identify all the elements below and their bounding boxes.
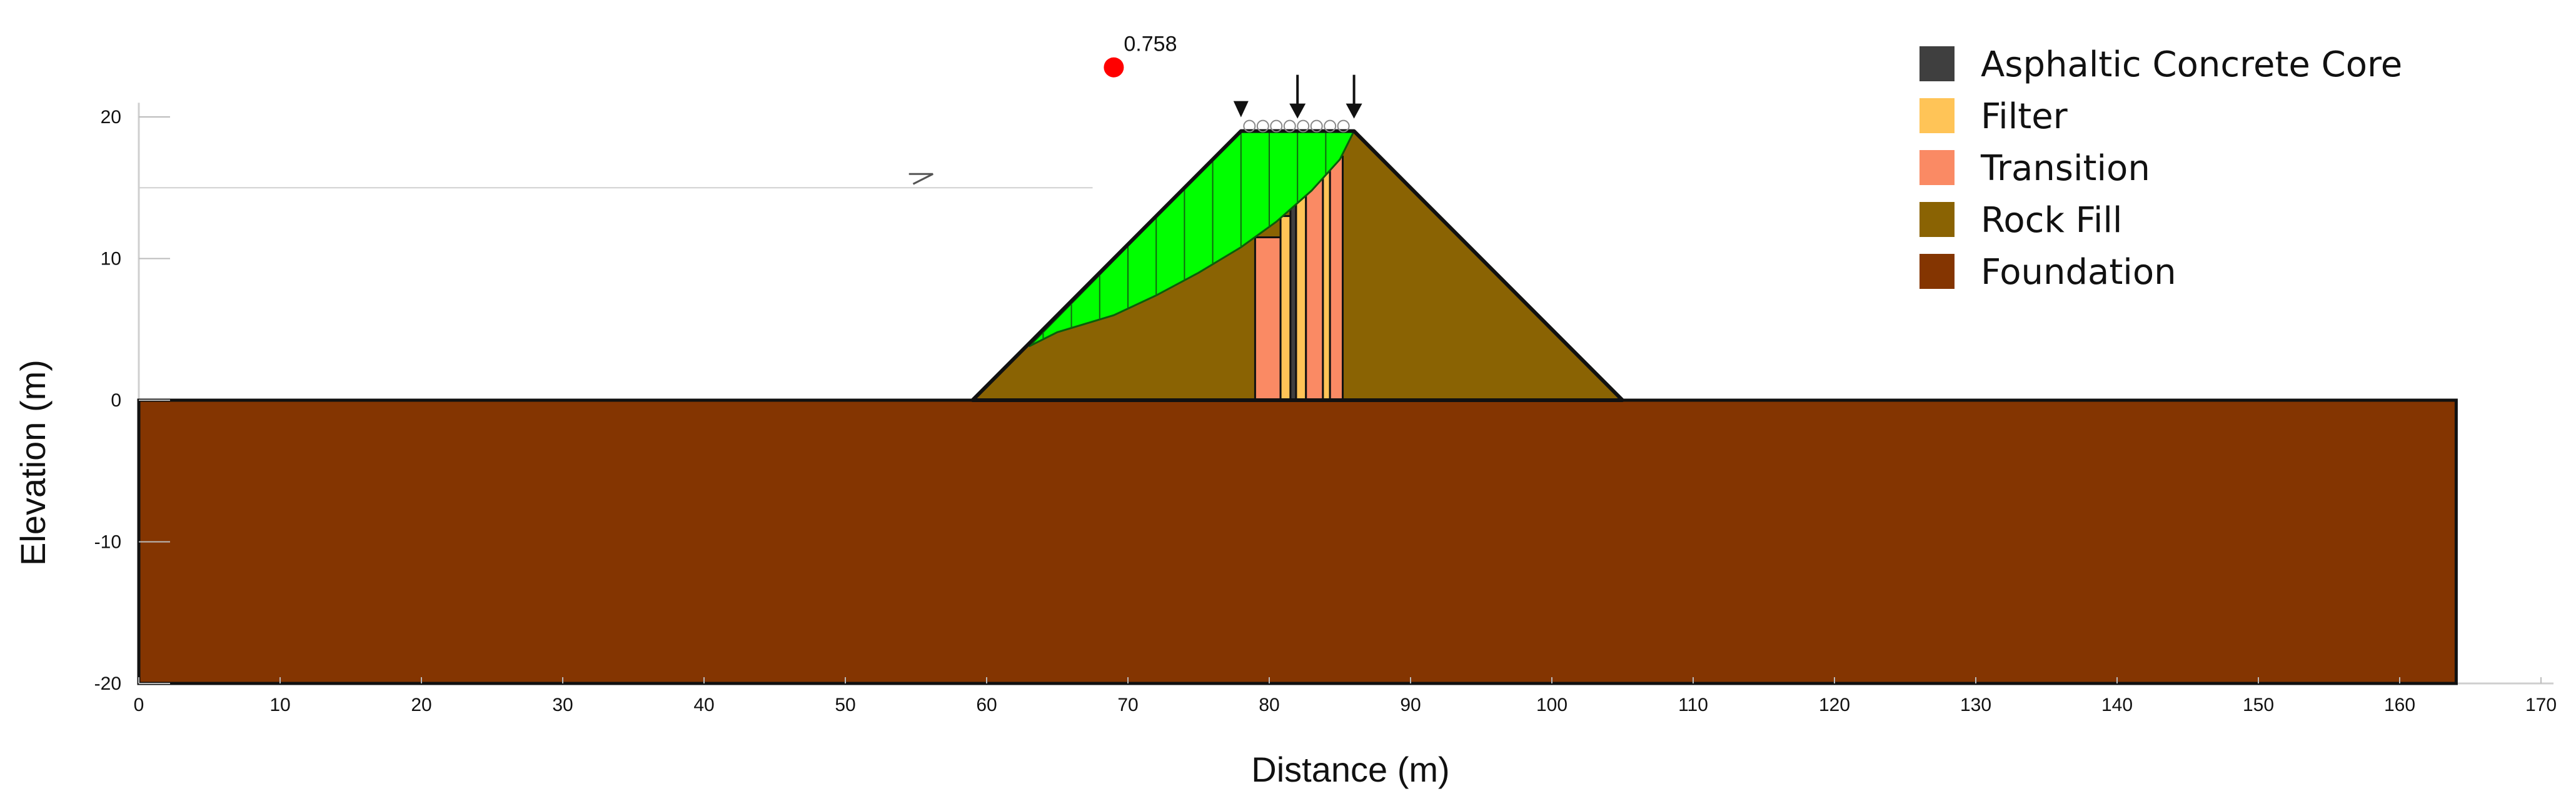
x-tick-label: 70 [1117, 695, 1138, 715]
x-tick-label: 40 [693, 695, 714, 715]
x-tick-label: 50 [835, 695, 855, 715]
load-arrow-head [1346, 103, 1362, 119]
y-tick-label: -10 [94, 532, 121, 553]
foundation-layer [137, 398, 2458, 685]
x-tick-label: 120 [1819, 695, 1850, 715]
crest-load-circle [1270, 119, 1283, 133]
crest-load-circle [1256, 119, 1269, 133]
filter-zone [1295, 189, 1307, 401]
x-tick-label: 110 [1678, 695, 1708, 715]
x-tick-label: 100 [1536, 695, 1567, 715]
legend-swatch [1919, 150, 1955, 185]
filter-zone [1279, 215, 1292, 401]
crest-load-circle [1283, 119, 1296, 133]
y-tick-label: 10 [101, 249, 121, 270]
transition-zone [1329, 155, 1344, 401]
crest-load-circle [1310, 119, 1323, 133]
crest-load-circle [1297, 119, 1310, 133]
x-tick-label: 160 [2384, 695, 2415, 715]
legend-label: Foundation [1981, 252, 2176, 293]
x-tick-label: 80 [1259, 695, 1279, 715]
water-level-symbol [908, 173, 933, 185]
axis-ticks: 0 10 20 30 40 50 60 70 80 90 100 110 120 130 140 150 160… [94, 107, 2557, 715]
y-tick-label: 20 [101, 107, 121, 128]
crest-load-circle [1324, 119, 1337, 133]
x-tick-label: 20 [411, 695, 431, 715]
legend-swatch [1919, 202, 1955, 237]
x-axis-title: Distance (m) [1251, 750, 1449, 789]
fos-value: 0.758 [1124, 33, 1177, 56]
legend-swatch [1919, 46, 1955, 81]
embankment-outline [970, 129, 1624, 402]
transition-zone [1305, 175, 1324, 401]
legend-swatch [1919, 254, 1955, 289]
x-tick-label: 130 [1960, 695, 1991, 715]
x-tick-label: 30 [552, 695, 573, 715]
y-axis-title: Elevation (m) [13, 360, 53, 566]
factor-of-safety-marker: 0.758 [1104, 33, 1177, 78]
transition-zone [1254, 236, 1282, 401]
embankment-outline-path [970, 129, 1624, 402]
legend-label: Filter [1981, 96, 2068, 137]
x-tick-label: 150 [2243, 695, 2274, 715]
fos-dot [1104, 57, 1124, 78]
x-tick-label: 10 [269, 695, 290, 715]
legend-swatch [1919, 98, 1955, 133]
x-tick-label: 0 [134, 695, 144, 715]
x-tick-label: 60 [976, 695, 997, 715]
x-tick-label: 170 [2525, 695, 2557, 715]
legend-label: Asphaltic Concrete Core [1981, 44, 2402, 85]
crest-load-circle [1243, 119, 1256, 133]
x-tick-label: 90 [1400, 695, 1421, 715]
reservoir [139, 173, 1093, 189]
foundation-block [137, 398, 2458, 685]
load-arrow-head [1289, 103, 1306, 119]
y-tick-label: -20 [94, 673, 121, 694]
legend-label: Rock Fill [1981, 200, 2123, 241]
y-tick-label: 0 [111, 390, 121, 411]
filter-zone [1322, 165, 1331, 401]
legend-label: Transition [1980, 148, 2150, 189]
crest-loads [1233, 74, 1362, 133]
crest-load-circle [1337, 119, 1350, 133]
x-tick-label: 140 [2101, 695, 2133, 715]
legend: Asphaltic Concrete Core Filter Transition R… [1919, 44, 2402, 293]
load-triangle [1233, 101, 1249, 118]
